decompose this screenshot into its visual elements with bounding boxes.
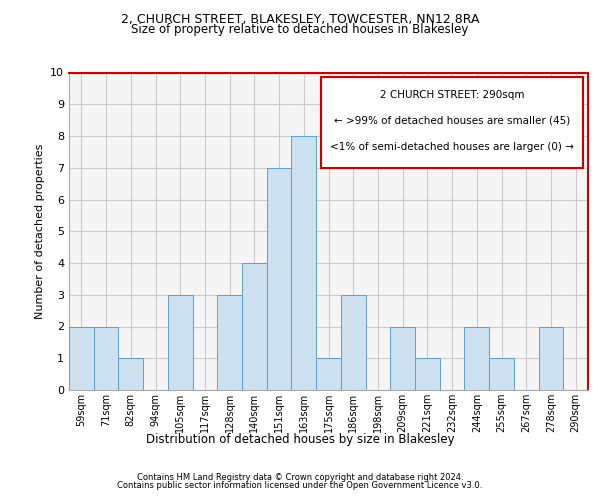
Text: Distribution of detached houses by size in Blakesley: Distribution of detached houses by size … <box>146 432 454 446</box>
Bar <box>94 326 118 390</box>
Bar <box>316 358 341 390</box>
Bar <box>292 136 316 390</box>
Bar <box>118 358 143 390</box>
Bar <box>168 294 193 390</box>
Text: 2 CHURCH STREET: 290sqm: 2 CHURCH STREET: 290sqm <box>380 90 524 100</box>
Text: Contains HM Land Registry data © Crown copyright and database right 2024.: Contains HM Land Registry data © Crown c… <box>137 472 463 482</box>
Bar <box>390 326 415 390</box>
Bar <box>69 326 94 390</box>
Bar <box>217 294 242 390</box>
Text: 2, CHURCH STREET, BLAKESLEY, TOWCESTER, NN12 8RA: 2, CHURCH STREET, BLAKESLEY, TOWCESTER, … <box>121 12 479 26</box>
Text: ← >99% of detached houses are smaller (45): ← >99% of detached houses are smaller (4… <box>334 116 570 126</box>
Bar <box>539 326 563 390</box>
Bar <box>242 263 267 390</box>
Y-axis label: Number of detached properties: Number of detached properties <box>35 144 44 319</box>
FancyBboxPatch shape <box>321 78 583 168</box>
Bar <box>341 294 365 390</box>
Bar <box>267 168 292 390</box>
Bar <box>415 358 440 390</box>
Text: <1% of semi-detached houses are larger (0) →: <1% of semi-detached houses are larger (… <box>330 142 574 152</box>
Text: Contains public sector information licensed under the Open Government Licence v3: Contains public sector information licen… <box>118 481 482 490</box>
Text: Size of property relative to detached houses in Blakesley: Size of property relative to detached ho… <box>131 24 469 36</box>
Bar <box>489 358 514 390</box>
Bar <box>464 326 489 390</box>
